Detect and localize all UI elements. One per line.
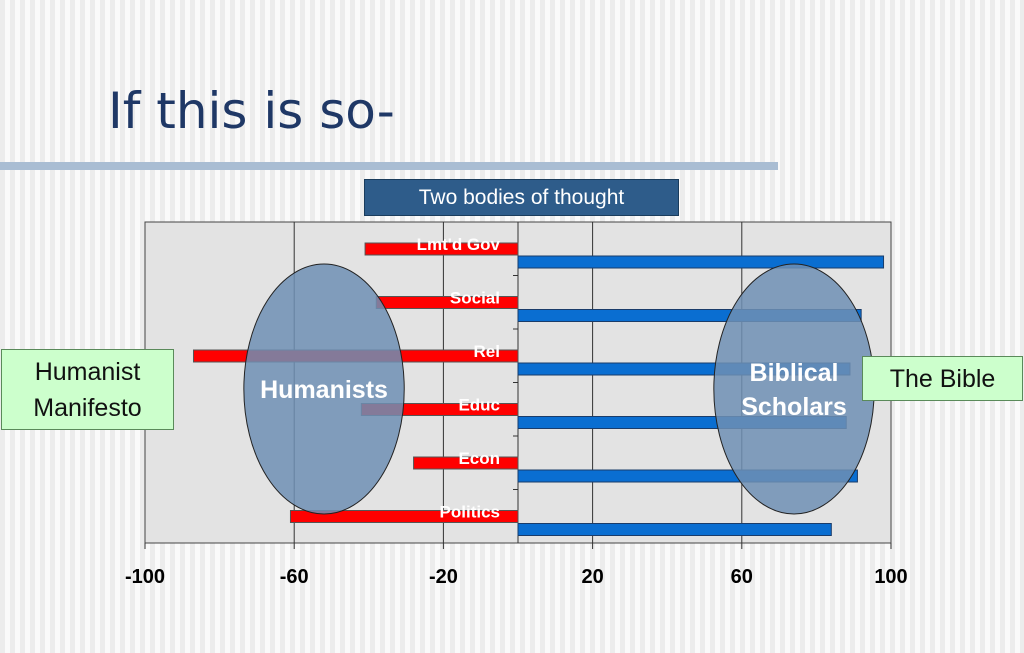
category-label: Lmt'd Gov bbox=[417, 235, 501, 254]
x-tick-label: -100 bbox=[125, 566, 165, 588]
x-tick-label: 100 bbox=[874, 566, 907, 588]
x-tick-label: 20 bbox=[581, 566, 603, 588]
category-label: Social bbox=[450, 289, 500, 308]
category-label: Politics bbox=[440, 503, 500, 522]
category-label: Rel bbox=[474, 342, 500, 361]
category-label: Econ bbox=[458, 449, 500, 468]
biblical-scholars-label: Scholars bbox=[741, 393, 847, 421]
biblical-bar bbox=[517, 523, 832, 536]
x-tick-label: -60 bbox=[280, 566, 309, 588]
humanist-manifesto-box: Humanist Manifesto bbox=[1, 349, 174, 430]
biblical-scholars-ellipse bbox=[713, 263, 875, 515]
title-divider bbox=[0, 162, 778, 170]
slide-title: If this is so- bbox=[108, 82, 395, 140]
x-tick-label: 60 bbox=[731, 566, 753, 588]
humanist-bar bbox=[364, 242, 519, 256]
category-label: Educ bbox=[458, 396, 500, 415]
x-tick-label: -20 bbox=[429, 566, 458, 588]
humanist-manifesto-line-1: Humanist bbox=[34, 358, 141, 386]
humanists-ellipse bbox=[243, 263, 405, 515]
humanist-bar bbox=[413, 456, 519, 470]
biblical-scholars-label: Biblical bbox=[750, 359, 839, 387]
biblical-bar bbox=[517, 255, 885, 269]
chart-banner: Two bodies of thought bbox=[364, 179, 679, 216]
humanist-manifesto-line-2: Manifesto bbox=[33, 394, 142, 422]
humanists-label: Humanists bbox=[260, 376, 388, 404]
the-bible-box: The Bible bbox=[862, 356, 1023, 401]
humanist-bar bbox=[289, 510, 519, 523]
